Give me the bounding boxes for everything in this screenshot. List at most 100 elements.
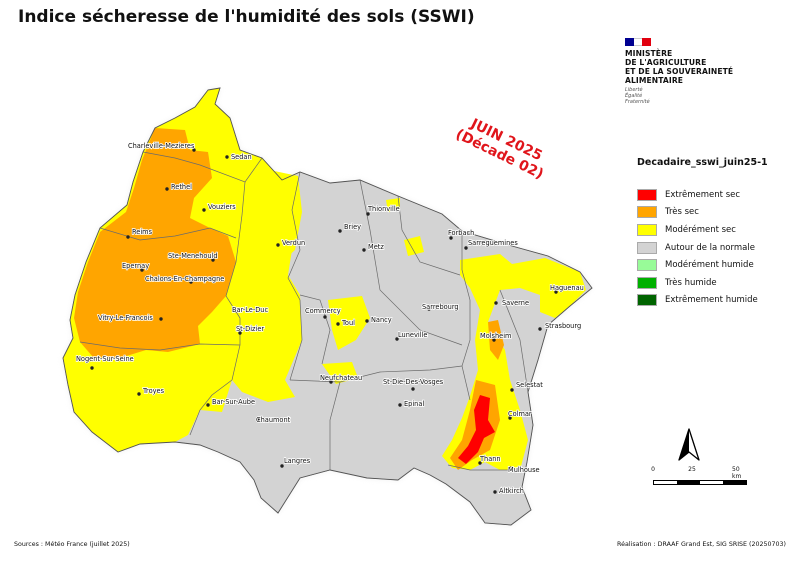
city-label: Haguenau [550, 284, 584, 292]
north-arrow-icon [678, 428, 700, 461]
city-label: Commercy [305, 307, 341, 315]
scale-bar: 0 25 50 km [651, 466, 747, 488]
city-label: Colmar [508, 410, 532, 418]
city-label: Selestat [516, 381, 543, 389]
city-dot [493, 490, 497, 494]
city-dot [202, 208, 206, 212]
city-label: Bar-Sur-Aube [212, 398, 255, 406]
legend-swatch [637, 206, 657, 219]
city-dot [554, 290, 558, 294]
city-label: Chaumont [256, 416, 291, 424]
city-dot [211, 258, 215, 262]
city-dot [362, 248, 366, 252]
city-dot [225, 155, 229, 159]
city-label: Ste-Menehould [168, 252, 218, 260]
map-title: Indice sécheresse de l'humidité des sols… [18, 7, 475, 27]
legend-item-very-dry: Très sec [637, 204, 758, 222]
city-dot [126, 235, 130, 239]
city-dot [366, 212, 370, 216]
ministry-logo: MINISTÈRE DE L'AGRICULTURE ET DE LA SOUV… [625, 38, 733, 105]
city-label: Charleville-Mezieres [128, 142, 195, 150]
ministry-name: MINISTÈRE DE L'AGRICULTURE ET DE LA SOUV… [625, 49, 734, 85]
city-dot [365, 319, 369, 323]
zone-moderately-dry-verdun [260, 168, 302, 262]
legend-swatch [637, 241, 657, 254]
city-label: Luneville [398, 331, 427, 339]
zone-moderately-dry-toul [328, 296, 370, 350]
city-dot [336, 322, 340, 326]
city-dot [280, 464, 284, 468]
city-label: Altkirch [499, 487, 524, 495]
city-dot [323, 315, 327, 319]
zone-very-dry-west [74, 128, 236, 358]
city-label: Troyes [142, 387, 165, 395]
legend-swatch [637, 223, 657, 236]
city-label: Strasbourg [545, 322, 581, 330]
city-dot [338, 229, 342, 233]
legend-item-moderately-humid: Modérément humide [637, 256, 758, 274]
city-dot [276, 243, 280, 247]
sources-note: Sources : Météo France (juillet 2025) [14, 541, 130, 548]
city-dot [510, 388, 514, 392]
city-label: Toul [341, 319, 355, 327]
legend-item-extremely-humid: Extrêmement humide [637, 292, 758, 310]
legend-label: Modérément humide [665, 260, 754, 271]
city-label: Molsheim [480, 332, 511, 340]
city-label: Nancy [371, 316, 392, 324]
city-dot [165, 187, 169, 191]
legend-swatch [637, 188, 657, 201]
city-dot [464, 246, 468, 250]
scale-bar-graphic [653, 480, 747, 485]
city-dot [411, 387, 415, 391]
city-label: Vitry-Le-Francois [98, 314, 153, 322]
legend-label: Modérément sec [665, 224, 736, 235]
city-label: Bar-Le-Duc [232, 306, 268, 314]
city-label: Thann [479, 455, 501, 463]
city-dot [395, 337, 399, 341]
city-label: Metz [368, 243, 384, 251]
scale-label-50: 50 km [732, 466, 742, 480]
city-label: Saverne [502, 299, 529, 307]
legend-label: Autour de la normale [665, 242, 755, 253]
city-label: Neufchateau [320, 374, 362, 382]
city-label: St-Dizier [236, 325, 264, 333]
city-dot [137, 392, 141, 396]
republic-motto: Liberté Égalité Fraternité [625, 87, 650, 105]
scale-label-0: 0 [651, 466, 655, 473]
city-dot [398, 403, 402, 407]
city-dot [189, 280, 193, 284]
city-label: Rethel [171, 183, 192, 191]
city-label: Epinal [404, 400, 424, 408]
city-label: Vouziers [208, 203, 236, 211]
city-label: St-Die-Des-Vosges [383, 378, 444, 386]
city-dot [329, 380, 333, 384]
city-label: Chalons-En-Champagne [145, 275, 224, 283]
legend-label: Extrêmement sec [665, 189, 741, 200]
legend-item-moderately-dry: Modérément sec [637, 221, 758, 239]
city-dot [206, 403, 210, 407]
city-label: Langres [284, 457, 311, 465]
city-dot [192, 148, 196, 152]
legend-item-very-humid: Très humide [637, 274, 758, 292]
city-label: Reims [132, 228, 153, 236]
city-dot [234, 309, 238, 313]
city-dot [159, 317, 163, 321]
city-dot [90, 366, 94, 370]
city-label: Epernay [122, 262, 149, 270]
region-border [62, 87, 593, 526]
french-flag-icon [625, 38, 652, 46]
legend-item-normal: Autour de la normale [637, 239, 758, 257]
city-dot [478, 461, 482, 465]
legend-label: Très humide [665, 277, 717, 288]
city-dot [494, 301, 498, 305]
legend-swatch [637, 294, 657, 307]
city-label: Verdun [282, 239, 305, 247]
city-label: Sedan [231, 153, 252, 161]
zone-extremely-dry-thann [458, 395, 495, 464]
department-boundaries [79, 151, 529, 471]
city-label: Mulhouse [508, 466, 540, 474]
city-dot [238, 331, 242, 335]
city-label: Forbach [448, 229, 474, 237]
city-dot [256, 417, 260, 421]
